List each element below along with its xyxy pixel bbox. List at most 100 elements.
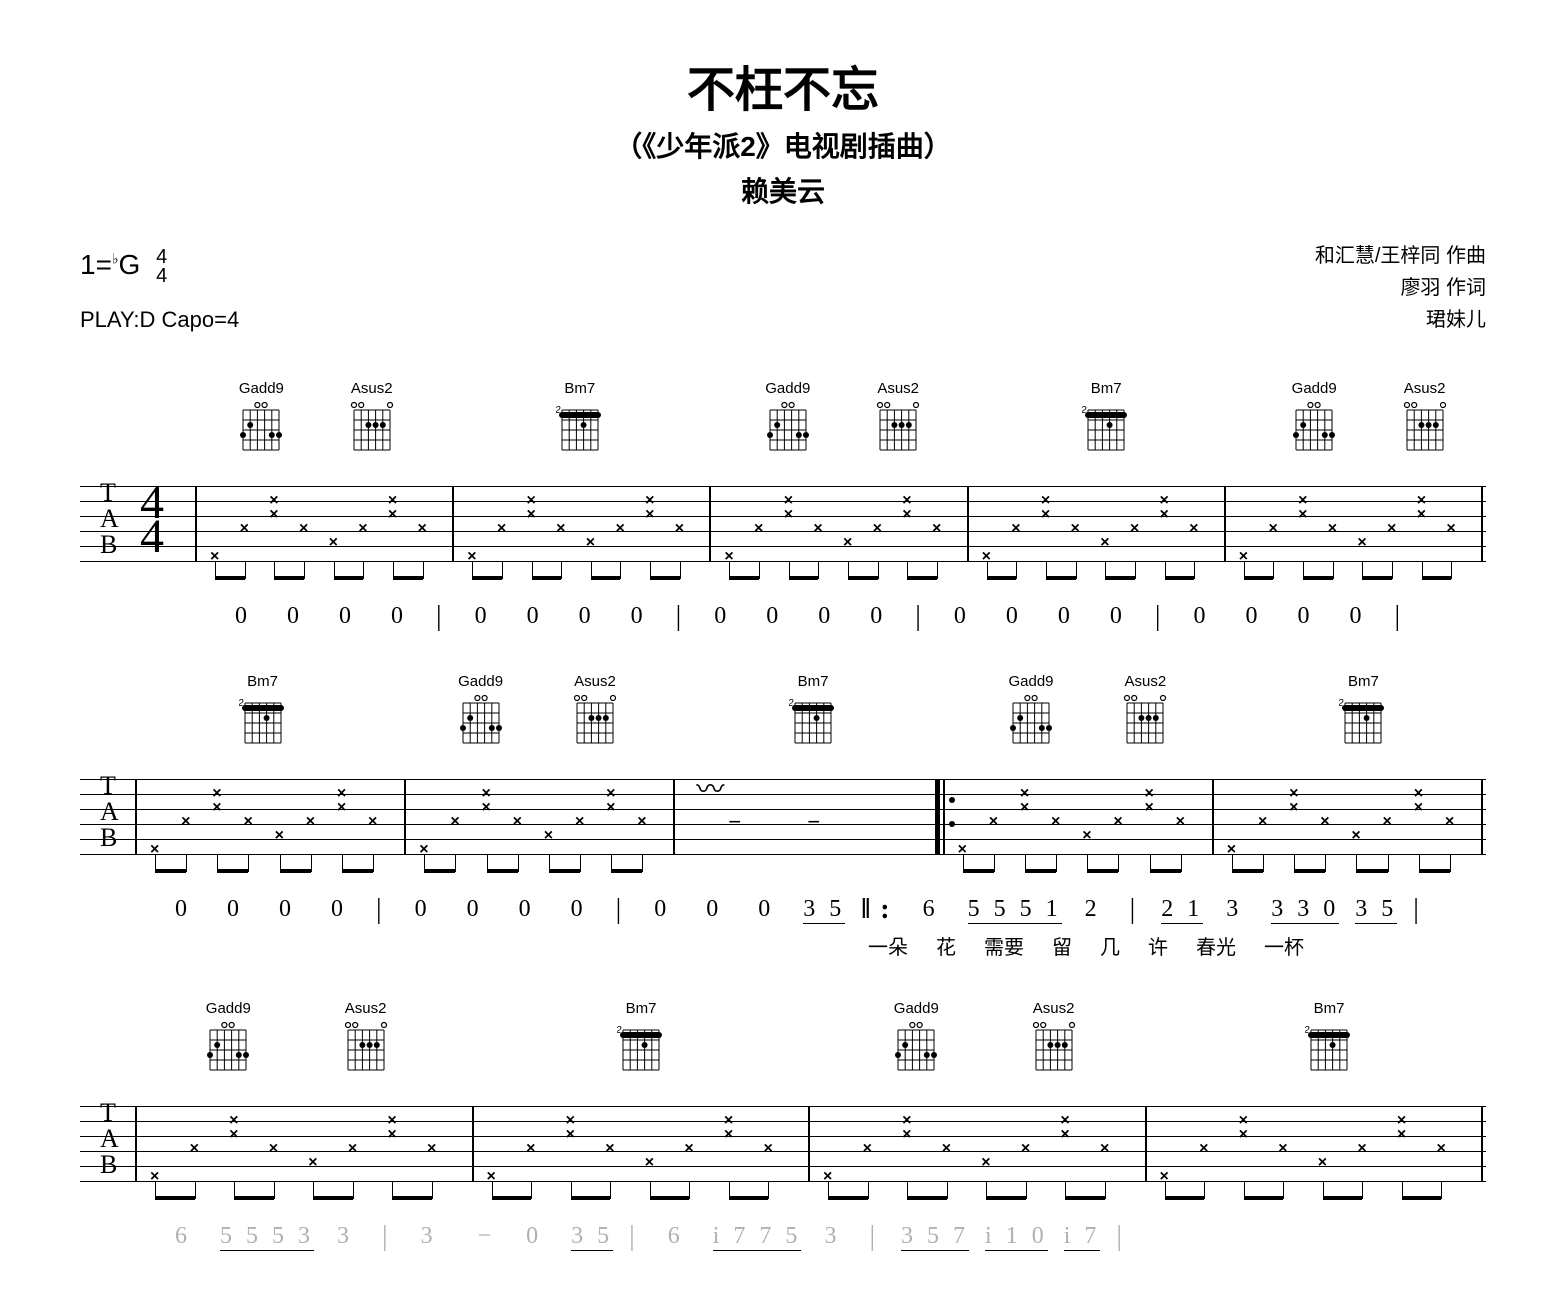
tab-x-mark: × xyxy=(1239,1126,1248,1144)
chord-name: Bm7 xyxy=(626,1000,657,1017)
chord-block: Asus2 xyxy=(874,380,922,454)
chord-name: Gadd9 xyxy=(458,673,503,690)
tab-x-mark: × xyxy=(615,520,624,538)
barline xyxy=(967,486,969,561)
key-letter: G xyxy=(119,249,141,280)
chord-diagram xyxy=(237,400,285,454)
sheet-header: 不枉不忘 （《少年派2》电视剧插曲） 赖美云 xyxy=(80,50,1486,210)
note-stem xyxy=(1325,854,1326,872)
note: 3 xyxy=(421,1223,443,1250)
note: 0 xyxy=(175,896,197,923)
bar-separator: | xyxy=(1413,894,1429,926)
tab-x-mark: × xyxy=(873,520,882,538)
chord-diagram-svg: 2 xyxy=(556,400,604,454)
note: 0 xyxy=(287,603,309,630)
tab-line xyxy=(80,839,1486,840)
chord-name: Gadd9 xyxy=(894,1000,939,1017)
timesig-staff: 44 xyxy=(140,486,164,553)
note-stem xyxy=(680,561,681,579)
note-stem xyxy=(1441,1181,1442,1199)
chord-diagram xyxy=(874,400,922,454)
barline xyxy=(1481,486,1483,561)
tab-x-mark: × xyxy=(1189,520,1198,538)
beam xyxy=(234,1196,274,1200)
tab-x-mark: × xyxy=(1113,813,1122,831)
note: 6 xyxy=(175,1223,197,1250)
beam xyxy=(492,1196,532,1200)
note: 0 xyxy=(527,603,549,630)
beam xyxy=(1422,576,1452,580)
tab-label: TAB xyxy=(100,779,119,845)
key-prefix: 1= xyxy=(80,249,112,280)
chord-group: Bm7 2 xyxy=(463,380,696,454)
note: 0 xyxy=(519,896,541,923)
chord-block: Gadd9 xyxy=(1290,380,1338,454)
tab-x-mark: × xyxy=(754,520,763,538)
chord-diagram-svg xyxy=(457,693,505,747)
tab-line xyxy=(80,854,1486,855)
tab-line xyxy=(80,794,1486,795)
chord-diagram xyxy=(204,1020,252,1074)
note: 0 xyxy=(331,896,353,923)
beam xyxy=(472,576,502,580)
chord-diagram xyxy=(892,1020,940,1074)
tab-x-mark: × xyxy=(348,1140,357,1158)
tab-x-mark: × xyxy=(942,1140,951,1158)
tab-lines xyxy=(80,1106,1486,1196)
chord-diagram-svg xyxy=(348,400,396,454)
note-stem xyxy=(1283,1181,1284,1199)
bar-separator: | xyxy=(1116,1221,1132,1253)
chord-name: Asus2 xyxy=(1033,1000,1075,1017)
note: 0 xyxy=(1245,603,1267,630)
note-stem xyxy=(947,1181,948,1199)
lyricist: 廖羽 作词 xyxy=(1315,272,1486,304)
note-stem xyxy=(518,854,519,872)
note-stem xyxy=(1076,561,1077,579)
note: 0 xyxy=(766,603,788,630)
note: 0 xyxy=(714,603,736,630)
lyric-word: 需要 xyxy=(984,931,1024,960)
beam xyxy=(215,576,245,580)
tab-x-mark: × xyxy=(190,1140,199,1158)
note-stem xyxy=(1056,854,1057,872)
beam xyxy=(729,576,759,580)
tab-x-mark: × xyxy=(784,506,793,524)
beam xyxy=(1232,869,1263,873)
chord-block: Bm7 2 xyxy=(239,673,287,747)
chord-block: Asus2 xyxy=(571,673,619,747)
note: 0 xyxy=(475,603,497,630)
tab-x-mark: × xyxy=(863,1140,872,1158)
chord-name: Bm7 xyxy=(247,673,278,690)
note: 3 xyxy=(337,1223,359,1250)
beam xyxy=(986,1196,1026,1200)
tab-x-mark: × xyxy=(1199,1140,1208,1158)
note-stem xyxy=(868,1181,869,1199)
tab-x-mark: × xyxy=(1436,1140,1445,1158)
chord-name: Bm7 xyxy=(564,380,595,397)
note-stem xyxy=(304,561,305,579)
tab-x-mark: × xyxy=(843,534,852,552)
beam xyxy=(1150,869,1181,873)
beam xyxy=(487,869,518,873)
chord-diagram: 2 xyxy=(1305,1020,1353,1074)
tab-label: TAB xyxy=(100,1106,119,1172)
beam xyxy=(1087,869,1118,873)
chord-name: Bm7 xyxy=(1348,673,1379,690)
tab-x-mark: × xyxy=(1357,534,1366,552)
music-system: Gadd9 Asus2 Bm7 2 Gadd9 Asus2 Bm7 2 TAB×… xyxy=(80,1000,1486,1253)
beam xyxy=(789,576,819,580)
beam xyxy=(1294,869,1325,873)
note-stem xyxy=(1273,561,1274,579)
tab-line xyxy=(80,1106,1486,1107)
note-stem xyxy=(759,561,760,579)
bar-separator: | xyxy=(869,1221,885,1253)
note: 2 xyxy=(1085,896,1107,923)
chord-group: Gadd9 Asus2 xyxy=(828,1000,1142,1074)
note: 0 xyxy=(1110,603,1132,630)
bar-separator: | xyxy=(1394,601,1410,633)
note-stem xyxy=(768,1181,769,1199)
tab-staff: TAB×××××××××××××××××××××××××××××××××××××… xyxy=(80,1086,1486,1206)
barline xyxy=(404,779,406,854)
note-stem xyxy=(1026,1181,1027,1199)
note-stem xyxy=(186,854,187,872)
